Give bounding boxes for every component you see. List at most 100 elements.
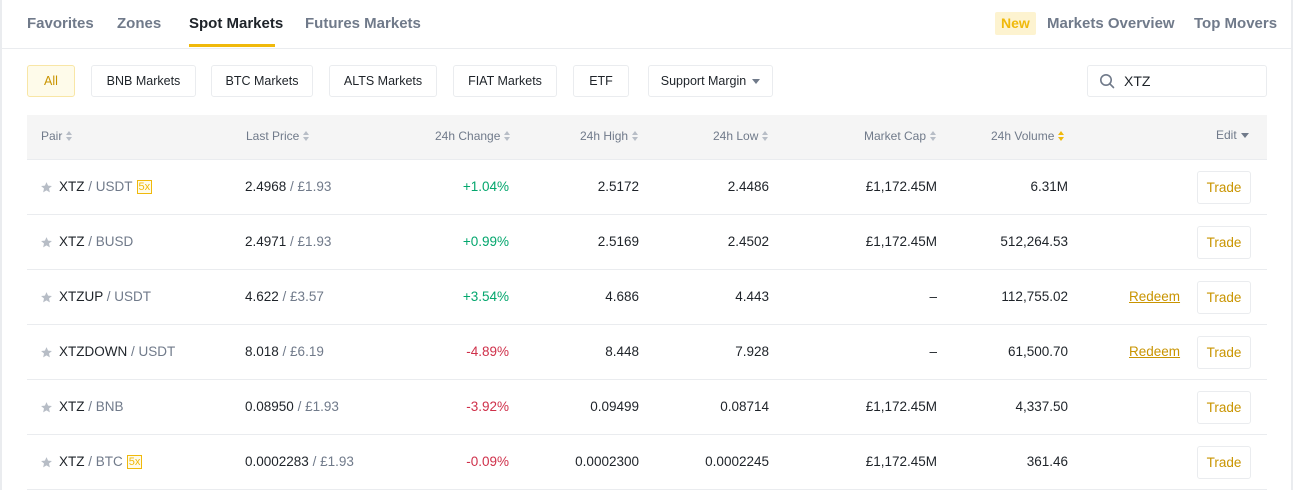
col-last-price-header[interactable]: Last Price: [246, 129, 310, 143]
table-row: XTZDOWN / USDT 8.018 / £6.19 -4.89% 8.44…: [27, 325, 1267, 380]
last-price: 2.4968: [245, 179, 287, 194]
chevron-down-icon: [752, 79, 761, 85]
pair-cell[interactable]: XTZ / BTC 5x: [59, 454, 143, 469]
last-price-cell: 0.08950 / £1.93: [245, 399, 339, 414]
leverage-badge: 5x: [126, 455, 143, 469]
tab-markets-overview[interactable]: Markets Overview: [1047, 15, 1175, 32]
search-input[interactable]: [1124, 71, 1254, 91]
favorite-star-icon[interactable]: [40, 401, 53, 414]
trade-button[interactable]: Trade: [1197, 446, 1251, 479]
market-cap: £1,172.45M: [865, 234, 937, 249]
fiat-price: / £6.19: [278, 344, 324, 359]
filter-bnb-markets[interactable]: BNB Markets: [91, 65, 196, 97]
high-24h: 2.5169: [597, 234, 639, 249]
sort-icon: [303, 131, 310, 141]
col-24h-change-header[interactable]: 24h Change: [435, 129, 511, 143]
change-24h: +3.54%: [462, 289, 509, 304]
pair-base: XTZ: [59, 179, 85, 194]
col-24h-high-header[interactable]: 24h High: [580, 129, 639, 143]
pair-base: XTZUP: [59, 289, 104, 304]
change-24h: +1.04%: [462, 179, 509, 194]
pair-cell[interactable]: XTZ / BUSD: [59, 234, 133, 249]
leverage-badge: 5x: [136, 180, 153, 194]
pair-quote: / BUSD: [84, 234, 134, 249]
high-24h: 0.0002300: [575, 454, 639, 469]
edit-columns-dropdown[interactable]: Edit: [1216, 128, 1249, 142]
pair-quote: / USDT: [103, 289, 152, 304]
last-price: 2.4971: [245, 234, 287, 249]
fiat-price: / £1.93: [308, 454, 354, 469]
col-market-cap-label: Market Cap: [864, 129, 927, 143]
col-24h-low-header[interactable]: 24h Low: [713, 129, 769, 143]
low-24h: 4.443: [735, 289, 769, 304]
sort-active-icon: [1058, 131, 1065, 141]
filter-etf[interactable]: ETF: [573, 65, 629, 97]
high-24h: 4.686: [605, 289, 639, 304]
redeem-link[interactable]: Redeem: [1129, 344, 1181, 359]
redeem-link[interactable]: Redeem: [1129, 289, 1181, 304]
tab-futures-markets[interactable]: Futures Markets: [305, 15, 421, 32]
col-24h-volume-label: 24h Volume: [991, 129, 1055, 143]
filter-fiat-markets[interactable]: FIAT Markets: [453, 65, 557, 97]
low-24h: 7.928: [735, 344, 769, 359]
pair-base: XTZ: [59, 454, 85, 469]
tab-top-movers[interactable]: Top Movers: [1194, 15, 1278, 32]
volume-24h: 361.46: [1026, 454, 1068, 469]
change-24h: -3.92%: [466, 399, 509, 414]
high-24h: 0.09499: [590, 399, 639, 414]
favorite-star-icon[interactable]: [40, 456, 53, 469]
high-24h: 2.5172: [597, 179, 639, 194]
last-price: 4.622: [245, 289, 279, 304]
search-icon: [1100, 74, 1115, 89]
trade-button[interactable]: Trade: [1197, 171, 1251, 204]
last-price-cell: 8.018 / £6.19: [245, 344, 324, 359]
market-cap: –: [929, 344, 937, 359]
col-24h-change-label: 24h Change: [435, 129, 501, 143]
change-24h: +0.99%: [462, 234, 509, 249]
filter-all[interactable]: All: [27, 65, 75, 97]
market-cap: £1,172.45M: [865, 399, 937, 414]
market-cap: £1,172.45M: [865, 179, 937, 194]
pair-quote: / USDT: [84, 179, 133, 194]
tab-favorites[interactable]: Favorites: [27, 15, 94, 32]
last-price-cell: 0.0002283 / £1.93: [245, 454, 354, 469]
search-box[interactable]: [1087, 65, 1267, 97]
frame-right-border: [1291, 0, 1293, 490]
tab-spot-markets[interactable]: Spot Markets: [189, 15, 284, 32]
favorite-star-icon[interactable]: [40, 181, 53, 194]
low-24h: 0.0002245: [705, 454, 769, 469]
edit-label: Edit: [1216, 128, 1237, 142]
volume-24h: 6.31M: [1030, 179, 1068, 194]
pair-cell[interactable]: XTZUP / USDT: [59, 289, 151, 304]
last-price-cell: 4.622 / £3.57: [245, 289, 324, 304]
market-tabs-bar: Favorites Zones Spot Markets Futures Mar…: [2, 0, 1291, 49]
market-cap: –: [929, 289, 937, 304]
filter-support-margin-dropdown[interactable]: Support Margin: [648, 65, 773, 97]
col-24h-high-label: 24h High: [580, 129, 629, 143]
col-last-price-label: Last Price: [246, 129, 300, 143]
favorite-star-icon[interactable]: [40, 291, 53, 304]
col-24h-low-label: 24h Low: [713, 129, 759, 143]
favorite-star-icon[interactable]: [40, 236, 53, 249]
pair-cell[interactable]: XTZ / BNB: [59, 399, 124, 414]
sort-icon: [632, 131, 639, 141]
tab-zones[interactable]: Zones: [117, 15, 162, 32]
table-header: Pair Last Price 24h Change 24h High 24h …: [27, 115, 1267, 160]
pair-quote: / BNB: [84, 399, 124, 414]
favorite-star-icon[interactable]: [40, 346, 53, 359]
pair-cell[interactable]: XTZDOWN / USDT: [59, 344, 175, 359]
col-market-cap-header[interactable]: Market Cap: [864, 129, 937, 143]
filter-btc-markets[interactable]: BTC Markets: [211, 65, 313, 97]
trade-button[interactable]: Trade: [1197, 226, 1251, 259]
col-pair-header[interactable]: Pair: [41, 129, 73, 143]
trade-button[interactable]: Trade: [1197, 336, 1251, 369]
filter-alts-markets[interactable]: ALTS Markets: [329, 65, 437, 97]
trade-button[interactable]: Trade: [1197, 391, 1251, 424]
frame-left-border: [0, 0, 2, 490]
active-tab-indicator: [189, 44, 275, 47]
trade-button[interactable]: Trade: [1197, 281, 1251, 314]
fiat-price: / £1.93: [286, 179, 332, 194]
pair-cell[interactable]: XTZ / USDT 5x: [59, 179, 153, 194]
volume-24h: 112,755.02: [1001, 289, 1068, 304]
col-24h-volume-header[interactable]: 24h Volume: [991, 129, 1065, 143]
